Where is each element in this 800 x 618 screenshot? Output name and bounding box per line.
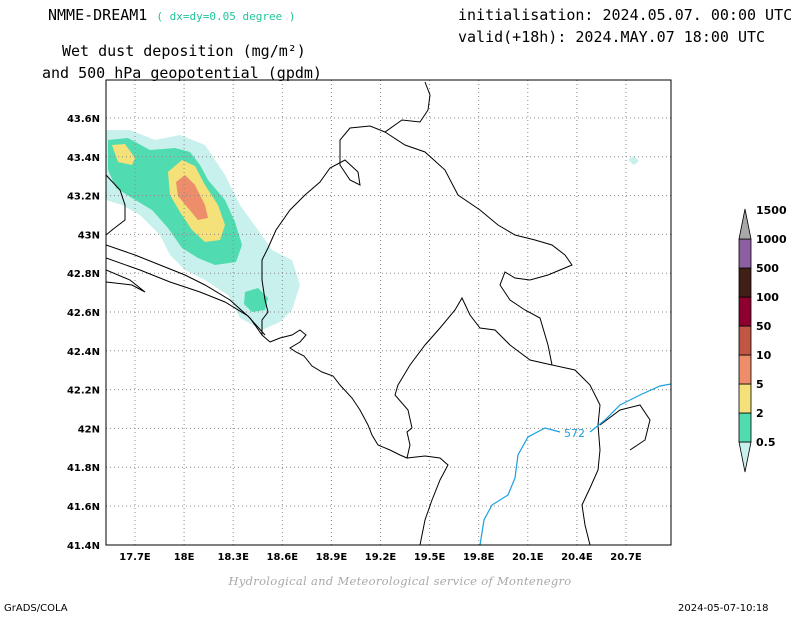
lon-tick-label: 20.7E — [610, 552, 642, 563]
lon-tick-label: 18E — [174, 552, 195, 563]
lon-tick-label: 17.7E — [119, 552, 151, 563]
lat-tick-label: 42.4N — [67, 347, 100, 358]
colorbar-label: 0.5 — [756, 436, 776, 449]
colorbar-segment — [738, 325, 752, 356]
colorbar-segment — [738, 383, 752, 414]
border-serbia — [384, 131, 601, 545]
lon-tick-label: 18.6E — [267, 552, 299, 563]
geopotential-contour: 572 — [479, 383, 671, 545]
lat-lon-grid — [106, 80, 671, 545]
colorbar-label: 1500 — [756, 204, 787, 217]
coastline-peninsula — [106, 269, 146, 293]
valid-time: valid(+18h): 2024.MAY.07 18:00 UTC — [458, 28, 766, 46]
longitude-axis: 17.7E 18E 18.3E 18.6E 18.9E 19.2E 19.5E 19.8E 20… — [119, 552, 642, 563]
model-title: NMME-DREAM1 ( dx=dy=0.05 degree ) — [48, 6, 295, 24]
border-kosovo — [394, 296, 553, 429]
colorbar-segment — [738, 296, 752, 327]
colorbar-label: 5 — [756, 378, 764, 391]
lat-tick-label: 42.8N — [67, 269, 100, 280]
lon-tick-label: 19.5E — [414, 552, 446, 563]
model-resolution: ( dx=dy=0.05 degree ) — [156, 10, 296, 23]
lat-tick-label: 43.6N — [67, 114, 100, 125]
lat-tick-label: 42.6N — [67, 308, 100, 319]
border-east — [599, 404, 651, 451]
lon-tick-label: 20.4E — [561, 552, 593, 563]
dust-deposition-field — [106, 130, 639, 330]
boundaries — [106, 81, 651, 545]
contour-label: 572 — [564, 427, 585, 440]
initialisation-time: initialisation: 2024.05.07. 00:00 UTC — [458, 6, 793, 24]
colorbar: 0.5 2 5 10 50 100 500 1000 1500 — [738, 204, 787, 473]
lon-tick-label: 20.1E — [512, 552, 544, 563]
colorbar-label: 10 — [756, 349, 772, 362]
lon-tick-label: 19.8E — [463, 552, 495, 563]
border-bosnia-montenegro — [261, 81, 431, 335]
border-albania — [406, 455, 449, 545]
deposition-0.5-dot — [628, 156, 639, 165]
lat-tick-label: 42.2N — [67, 386, 100, 397]
latitude-axis: 43.6N 43.4N 43.2N 43N 42.8N 42.6N 42.4N 42.2N 42… — [67, 114, 100, 552]
lat-tick-label: 43.4N — [67, 153, 100, 164]
plot-frame — [105, 79, 672, 546]
lat-tick-label: 41.4N — [67, 541, 100, 552]
colorbar-label: 1000 — [756, 233, 787, 246]
colorbar-segment — [738, 441, 752, 473]
credit-text: Hydrological and Meteorological service … — [228, 574, 572, 588]
lon-tick-label: 18.3E — [217, 552, 249, 563]
colorbar-label: 50 — [756, 320, 772, 333]
render-timestamp: 2024-05-07-10:18 — [678, 603, 769, 614]
colorbar-segment — [738, 412, 752, 443]
coastline-north — [106, 244, 271, 343]
lon-tick-label: 18.9E — [316, 552, 348, 563]
map-title-line1: Wet dust deposition (mg/m²) — [62, 42, 306, 60]
lat-tick-label: 41.8N — [67, 463, 100, 474]
colorbar-segment — [738, 208, 752, 240]
colorbar-label: 500 — [756, 262, 779, 275]
colorbar-label: 100 — [756, 291, 779, 304]
contour-572 — [479, 383, 671, 545]
colorbar-label: 2 — [756, 407, 764, 420]
map-title-line2: and 500 hPa geopotential (gpdm) — [42, 64, 322, 82]
coastline-island-1 — [106, 257, 266, 336]
lon-tick-label: 19.2E — [365, 552, 397, 563]
lat-tick-label: 42N — [78, 424, 100, 435]
border-west — [106, 174, 126, 236]
software-label: GrADS/COLA — [4, 603, 68, 614]
deposition-2-patch — [244, 288, 268, 312]
lat-tick-label: 43N — [78, 230, 100, 241]
deposition-10-region — [176, 175, 208, 220]
colorbar-segment — [738, 238, 752, 269]
lat-tick-label: 41.6N — [67, 502, 100, 513]
colorbar-segment — [738, 267, 752, 298]
montenegro-coast — [269, 329, 413, 459]
lat-tick-label: 43.2N — [67, 192, 100, 203]
model-name: NMME-DREAM1 — [48, 6, 148, 24]
colorbar-segment — [738, 354, 752, 385]
